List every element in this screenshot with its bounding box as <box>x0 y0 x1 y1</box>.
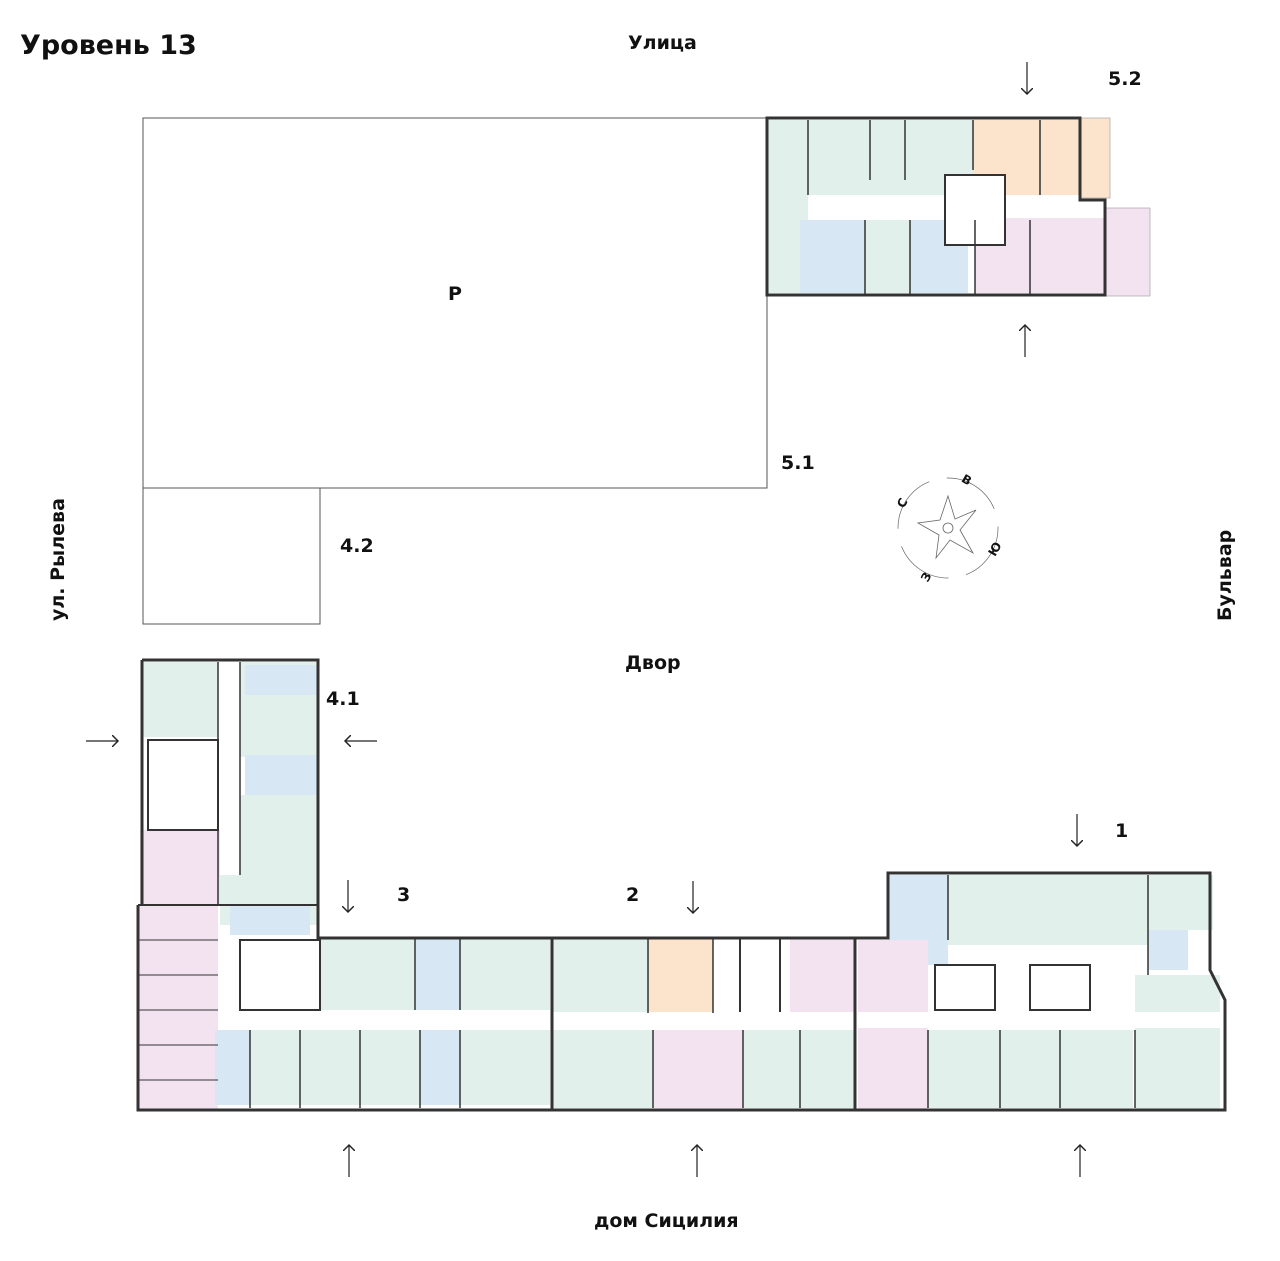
section-4-2-outline <box>142 487 321 625</box>
street-label-left: ул. Рылева <box>47 498 69 621</box>
section-label: 5.2 <box>1108 68 1142 90</box>
section-label: 4.2 <box>340 535 374 557</box>
building-5-2 <box>765 116 1151 297</box>
compass-rose-icon <box>897 477 999 579</box>
parking-label: Р <box>448 283 462 305</box>
street-label-bottom: дом Сицилия <box>594 1210 739 1232</box>
section-label: 1 <box>1115 820 1129 842</box>
section-label: 2 <box>626 884 640 906</box>
section-label: 5.1 <box>781 452 815 474</box>
building-4-1 <box>140 658 320 935</box>
entrance-arrows <box>86 62 1080 1177</box>
street-label-top: Улица <box>628 32 697 54</box>
building-lower <box>136 871 1227 1112</box>
courtyard-label: Двор <box>625 652 681 674</box>
section-label: 4.1 <box>326 688 360 710</box>
street-label-right: Бульвар <box>1214 529 1236 621</box>
parking-outline <box>142 117 768 489</box>
section-label: 3 <box>397 884 411 906</box>
page-title: Уровень 13 <box>20 30 197 61</box>
